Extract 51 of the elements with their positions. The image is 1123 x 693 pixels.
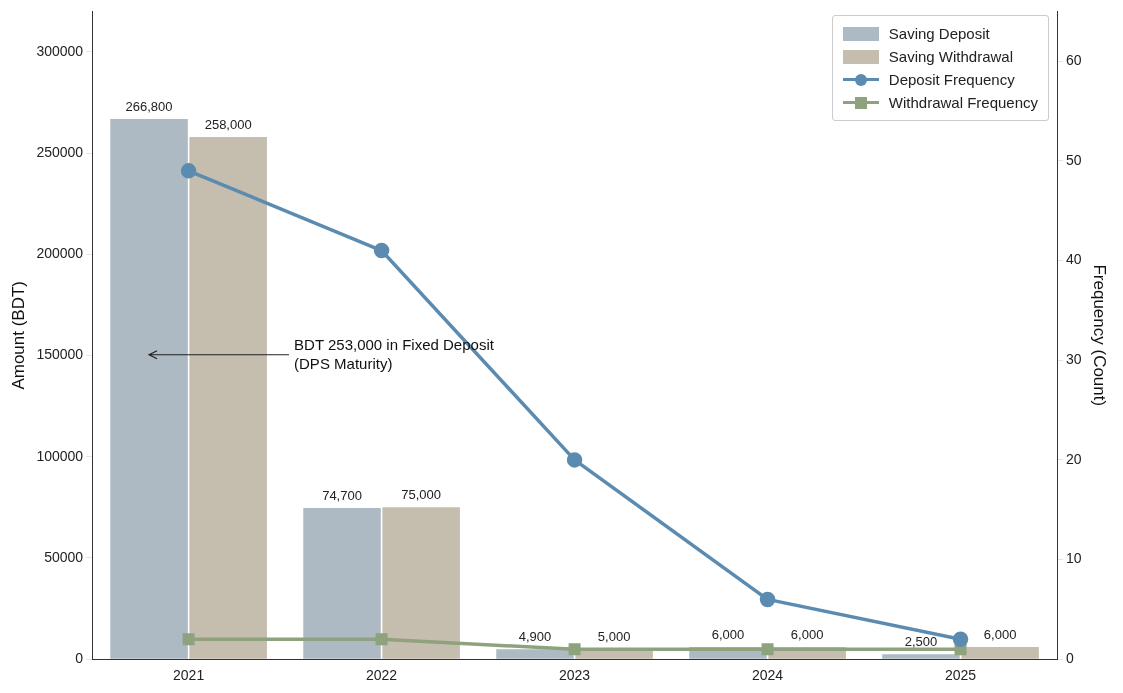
data-label: 266,800 (125, 99, 173, 115)
x-tick-label: 2025 (944, 667, 977, 684)
y-tick-label: 100000 (36, 447, 84, 464)
bar (110, 119, 188, 659)
bar (882, 654, 960, 659)
data-label: 4,900 (518, 629, 552, 645)
point (182, 633, 195, 646)
y2-tick-label: 20 (1066, 450, 1082, 467)
point (761, 643, 774, 656)
point (373, 242, 390, 259)
x-tick-label: 2022 (366, 667, 398, 684)
x-tick-label: 2024 (751, 667, 784, 684)
data-label: 5,000 (597, 629, 631, 645)
y-tick-label: 300000 (36, 42, 84, 59)
legend-label: Deposit Frequency (888, 71, 1015, 89)
data-label: 6,000 (790, 627, 824, 643)
legend-label: Saving Withdrawal (888, 48, 1014, 66)
point (952, 631, 969, 648)
y-tick-label: 0 (75, 650, 84, 667)
y-tick-label: 200000 (36, 245, 84, 262)
point (375, 633, 388, 646)
point (566, 452, 583, 468)
y2-tick-label: 50 (1066, 151, 1082, 168)
y-axis-title: Amount (BDT) (8, 280, 28, 390)
x-tick-label: 2021 (173, 667, 205, 684)
bar (303, 507, 381, 659)
point (759, 591, 776, 608)
legend-label: Withdrawal Frequency (888, 94, 1039, 112)
y-tick-label: 250000 (36, 143, 84, 160)
data-label: 6,000 (711, 627, 745, 643)
point (568, 643, 581, 656)
y2-tick-label: 0 (1066, 650, 1075, 667)
y2-axis-title: Frequency (Count) (1090, 264, 1110, 407)
y2-tick-label: 40 (1066, 251, 1082, 268)
y2-tick-label: 30 (1066, 351, 1082, 368)
data-label: 74,700 (322, 488, 362, 504)
bar (496, 649, 574, 659)
point (180, 163, 197, 179)
data-label: 258,000 (204, 116, 252, 132)
y-tick-label: 150000 (36, 346, 84, 363)
y2-tick-label: 10 (1066, 550, 1082, 567)
y2-tick-label: 60 (1066, 52, 1082, 69)
data-label: 75,000 (401, 487, 442, 503)
bar (961, 647, 1039, 659)
data-label: 6,000 (983, 627, 1017, 643)
bar (382, 507, 460, 659)
bar (189, 136, 267, 659)
y-tick-label: 50000 (44, 548, 84, 565)
legend-label: Saving Deposit (888, 25, 990, 43)
data-label: 2,500 (904, 634, 938, 650)
x-tick-label: 2023 (558, 667, 591, 684)
